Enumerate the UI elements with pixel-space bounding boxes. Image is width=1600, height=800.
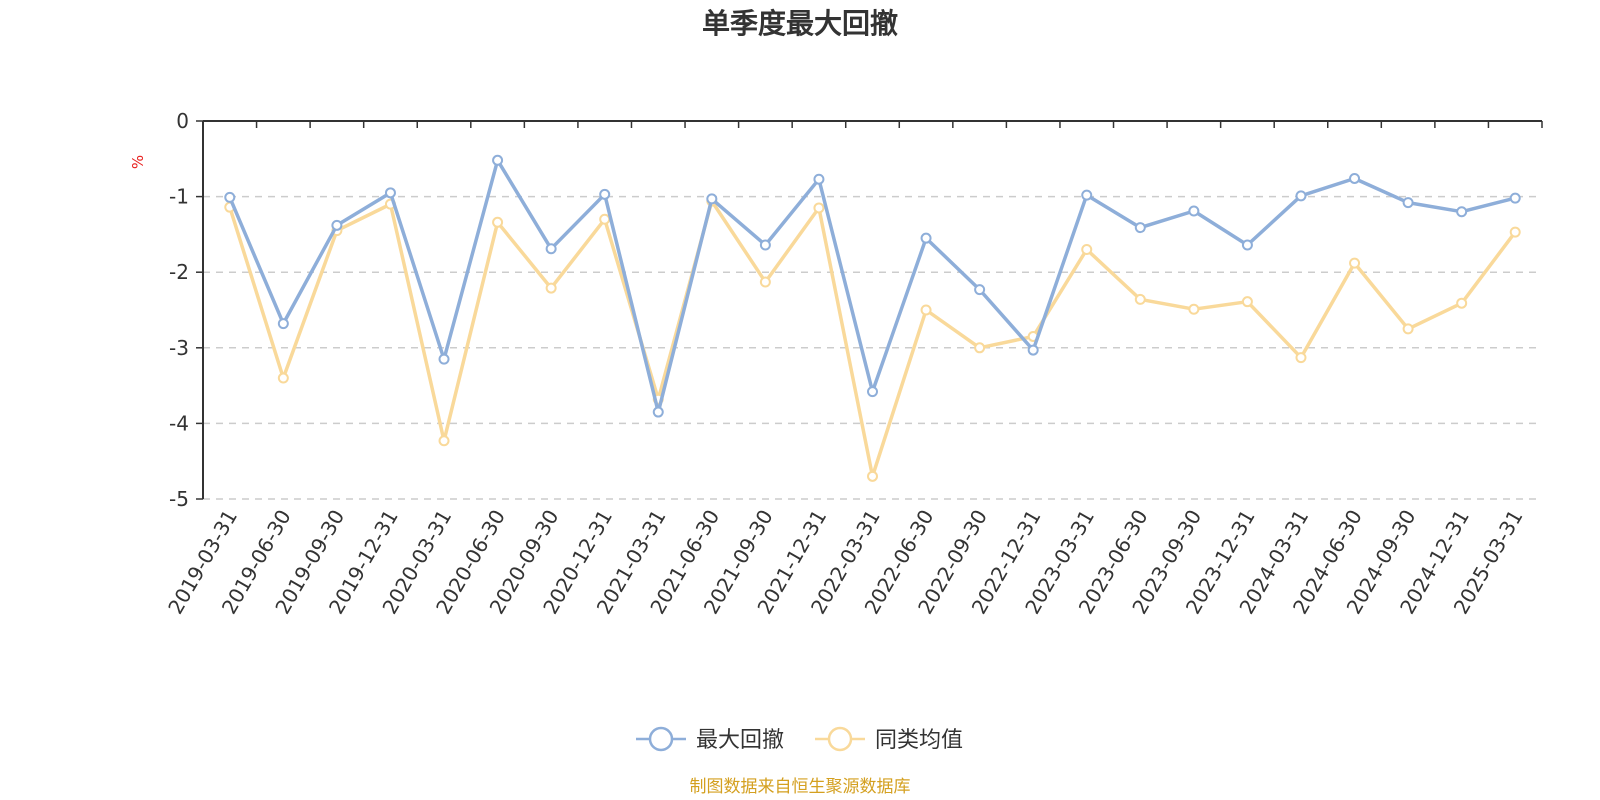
data-point[interactable] [545,243,557,255]
data-point[interactable] [277,318,289,330]
data-point[interactable] [867,386,878,398]
data-point[interactable] [920,304,932,316]
data-point[interactable] [1295,190,1307,202]
data-point[interactable] [438,435,450,447]
chart-title: 单季度最大回撤 [702,7,898,40]
data-point[interactable] [1188,205,1200,217]
data-point[interactable] [1134,222,1146,234]
data-point[interactable] [1402,323,1414,335]
grid-lines [203,195,1542,500]
data-point[interactable] [1349,172,1361,184]
data-point[interactable] [813,202,825,214]
data-point[interactable] [1295,352,1307,364]
series-line [228,199,1517,479]
legend-marker-icon [827,726,853,752]
data-point[interactable] [974,284,986,296]
data-point[interactable] [1456,206,1468,218]
data-point[interactable] [706,193,718,205]
data-point[interactable] [224,191,236,203]
legend-label: 最大回撤 [696,728,784,753]
legend[interactable]: 最大回撤 同类均值 [636,726,963,753]
legend-label: 同类均值 [875,728,963,753]
data-point[interactable] [1027,344,1039,356]
data-point[interactable] [1241,296,1253,308]
data-point[interactable] [920,232,932,244]
y-tick-label: -4 [169,411,189,435]
y-tick-label: -2 [169,260,189,284]
data-point[interactable] [1349,257,1361,269]
series-lines [224,154,1521,482]
data-point[interactable] [1188,303,1200,315]
data-point[interactable] [1509,192,1521,204]
data-point[interactable] [759,276,771,288]
y-tick-label: -5 [169,487,189,511]
y-tick-label: -3 [169,336,189,360]
data-point[interactable] [1456,297,1468,309]
data-point[interactable] [331,219,343,231]
data-point[interactable] [492,216,504,228]
data-point[interactable] [492,154,504,166]
data-point[interactable] [599,213,611,225]
data-point[interactable] [1509,226,1521,238]
legend-marker-icon [648,726,674,752]
data-point[interactable] [545,282,557,294]
data-point[interactable] [1081,189,1093,201]
y-tick-label: 0 [176,109,189,133]
data-point[interactable] [867,470,878,482]
data-point[interactable] [813,173,825,185]
data-point[interactable] [384,187,396,199]
legend-item[interactable]: 同类均值 [815,726,963,753]
data-point[interactable] [974,342,986,354]
series-line [228,158,1516,414]
source-note: 制图数据来自恒生聚源数据库 [690,777,911,797]
data-point[interactable] [1241,239,1253,251]
data-point[interactable] [599,188,611,200]
data-point[interactable] [277,372,289,384]
data-point[interactable] [438,353,450,365]
data-point[interactable] [652,406,664,418]
data-point[interactable] [759,239,771,251]
y-tick-label: -1 [169,185,189,209]
data-point[interactable] [1081,244,1093,256]
data-point[interactable] [1134,293,1146,305]
legend-item[interactable]: 最大回撤 [636,726,784,753]
y-axis-unit: % [129,155,147,169]
data-point[interactable] [1402,197,1414,209]
